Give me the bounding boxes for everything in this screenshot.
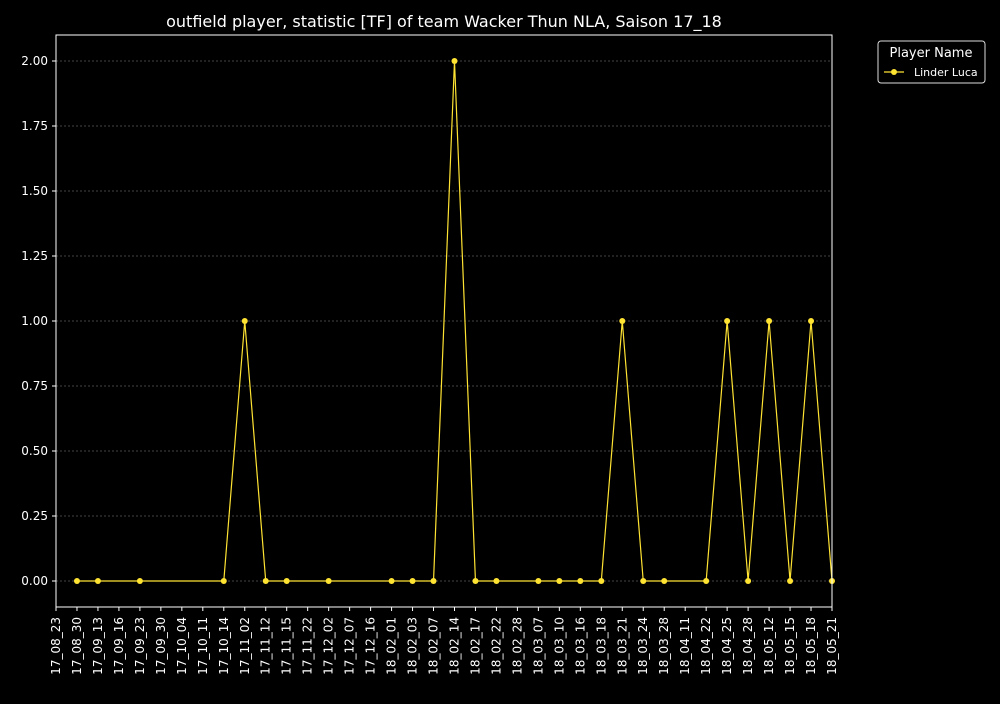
data-point [577, 578, 584, 584]
x-tick-label: 18_02_03 [406, 617, 420, 675]
x-tick-label: 18_02_14 [447, 617, 461, 675]
x-tick-label: 18_04_11 [678, 617, 692, 675]
data-point [619, 318, 626, 324]
series-layer [73, 58, 835, 584]
x-tick-label: 17_09_23 [133, 617, 147, 675]
x-tick-label: 18_03_28 [657, 617, 671, 675]
y-tick-label: 1.00 [21, 314, 48, 328]
y-tick-label: 1.25 [21, 249, 48, 263]
data-point [556, 578, 563, 584]
y-tick-label: 2.00 [21, 54, 48, 68]
x-tick-label: 17_11_12 [259, 617, 273, 675]
legend-title: Player Name [890, 46, 973, 61]
y-tick-label: 0.25 [21, 509, 48, 523]
legend: Player Name Linder Luca [877, 40, 986, 84]
x-tick-label: 18_05_21 [825, 617, 839, 675]
data-point [283, 578, 290, 584]
data-point [73, 578, 80, 584]
x-tick-label: 18_03_10 [552, 617, 566, 675]
legend-box [877, 40, 986, 84]
x-tick-label: 17_10_11 [196, 617, 210, 675]
data-point [430, 578, 437, 584]
x-tick-label: 18_05_12 [762, 617, 776, 675]
x-tick-label: 18_05_18 [804, 617, 818, 675]
data-point [640, 578, 647, 584]
x-tick-label: 18_03_07 [531, 617, 545, 675]
data-point [241, 318, 248, 324]
y-tick-label: 1.50 [21, 184, 48, 198]
plot-frame [55, 34, 833, 608]
x-tick-label: 17_11_22 [301, 617, 315, 675]
data-point [136, 578, 143, 584]
legend-marker-icon [891, 69, 897, 75]
data-point [745, 578, 752, 584]
y-tick-label: 1.75 [21, 119, 48, 133]
y-tick-label: 0.50 [21, 444, 48, 458]
data-point [535, 578, 542, 584]
x-tick-label: 17_09_16 [112, 617, 126, 675]
x-tick-label: 18_02_17 [468, 617, 482, 675]
x-tick-label: 18_03_16 [573, 617, 587, 675]
data-point [220, 578, 227, 584]
series-line [76, 60, 833, 582]
x-tick-label: 17_12_02 [322, 617, 336, 675]
x-tick-label: 18_03_18 [594, 617, 608, 675]
data-point [766, 318, 773, 324]
x-tick-label: 17_09_30 [154, 617, 168, 675]
x-tick-label: 18_03_24 [636, 617, 650, 675]
legend-series-name: Linder Luca [914, 66, 978, 79]
x-tick-label: 17_12_07 [343, 617, 357, 675]
data-point [94, 578, 101, 584]
data-point [808, 318, 815, 324]
data-point [325, 578, 332, 584]
y-tick-label: 0.00 [21, 574, 48, 588]
data-point [409, 578, 416, 584]
data-point [703, 578, 710, 584]
data-point [493, 578, 500, 584]
x-tick-label: 17_08_23 [49, 617, 63, 675]
x-tick-label: 18_02_22 [489, 617, 503, 675]
y-tick-label: 0.75 [21, 379, 48, 393]
x-tick-label: 18_04_22 [699, 617, 713, 675]
data-point [388, 578, 395, 584]
data-point [598, 578, 605, 584]
x-tick-label: 17_08_30 [70, 617, 84, 675]
x-tick-label: 18_02_07 [427, 617, 441, 675]
x-tick-label: 18_04_28 [741, 617, 755, 675]
data-point [262, 578, 269, 584]
x-tick-label: 17_11_02 [238, 617, 252, 675]
x-tick-label: 18_05_15 [783, 617, 797, 675]
chart-title: outfield player, statistic [TF] of team … [166, 12, 722, 32]
x-tick-label: 17_10_14 [217, 617, 231, 675]
data-point [661, 578, 668, 584]
x-tick-label: 18_04_25 [720, 617, 734, 675]
x-tick-label: 18_02_01 [385, 617, 399, 675]
axes: 0.00 0.25 0.50 0.75 1.00 1.25 1.50 1.75 2.00 17_0… [21, 34, 839, 675]
data-point [787, 578, 794, 584]
data-point [724, 318, 731, 324]
data-point [451, 58, 458, 64]
x-tick-label: 18_03_21 [615, 617, 629, 675]
x-tick-label: 17_09_13 [91, 617, 105, 675]
x-tick-label: 17_11_15 [280, 617, 294, 675]
x-tick-label: 18_02_28 [510, 617, 524, 675]
data-point [472, 578, 479, 584]
x-tick-label: 17_10_04 [175, 617, 189, 675]
x-tick-label: 17_12_16 [364, 617, 378, 675]
